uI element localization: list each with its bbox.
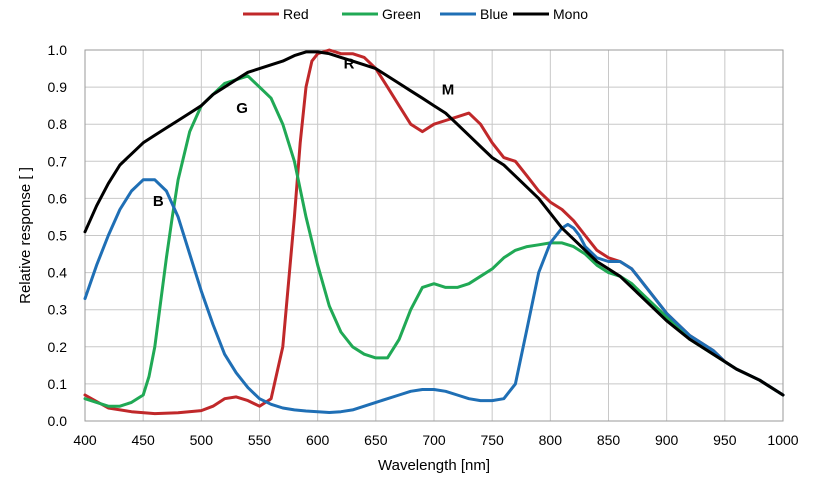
x-axis-ticks: 400 450 500 550 600 650 700 750 800 850 900 950 1000 [73, 432, 798, 448]
y-axis-title: Relative response [ ] [17, 167, 34, 304]
x-tick-label: 500 [190, 432, 214, 448]
x-tick-label: 750 [480, 432, 504, 448]
x-tick-label: 1000 [767, 432, 798, 448]
legend-label-mono: Mono [553, 6, 588, 22]
curve-annotation: B [153, 193, 164, 210]
series-lines [83, 48, 785, 416]
legend-label-green: Green [382, 6, 421, 22]
y-tick-label: 0.6 [48, 190, 68, 206]
y-tick-label: 1.0 [48, 42, 68, 58]
legend-label-blue: Blue [480, 6, 508, 22]
y-tick-label: 0.8 [48, 116, 68, 132]
y-tick-label: 0.9 [48, 79, 68, 95]
x-axis-title: Wavelength [nm] [378, 457, 490, 474]
x-tick-label: 950 [713, 432, 737, 448]
x-tick-label: 700 [422, 432, 446, 448]
series-line-green [83, 74, 785, 408]
y-tick-label: 0.4 [48, 265, 68, 281]
curve-annotations: R M G B [153, 56, 454, 210]
y-tick-label: 0.1 [48, 376, 68, 392]
x-tick-label: 850 [597, 432, 621, 448]
series-line-mono [83, 50, 785, 397]
x-tick-label: 650 [364, 432, 388, 448]
y-tick-label: 0.7 [48, 153, 68, 169]
series-line-blue [83, 178, 785, 414]
curve-annotation: M [442, 82, 455, 99]
legend-label-red: Red [283, 6, 309, 22]
x-tick-label: 450 [131, 432, 155, 448]
y-tick-label: 0.0 [48, 413, 68, 429]
x-tick-label: 800 [539, 432, 563, 448]
x-tick-label: 550 [248, 432, 272, 448]
x-tick-label: 400 [73, 432, 97, 448]
curve-annotation: G [236, 100, 248, 117]
plot-area [84, 49, 784, 422]
y-tick-label: 0.2 [48, 339, 68, 355]
y-axis-ticks: 0.0 0.1 0.2 0.3 0.4 0.5 0.6 0.7 0.8 0.9 1.0 [48, 42, 68, 429]
curve-annotation: R [344, 56, 355, 73]
y-tick-label: 0.3 [48, 302, 68, 318]
legend: Red Green Blue Mono [243, 6, 588, 22]
x-tick-label: 600 [306, 432, 330, 448]
y-tick-label: 0.5 [48, 228, 68, 244]
x-tick-label: 900 [655, 432, 679, 448]
